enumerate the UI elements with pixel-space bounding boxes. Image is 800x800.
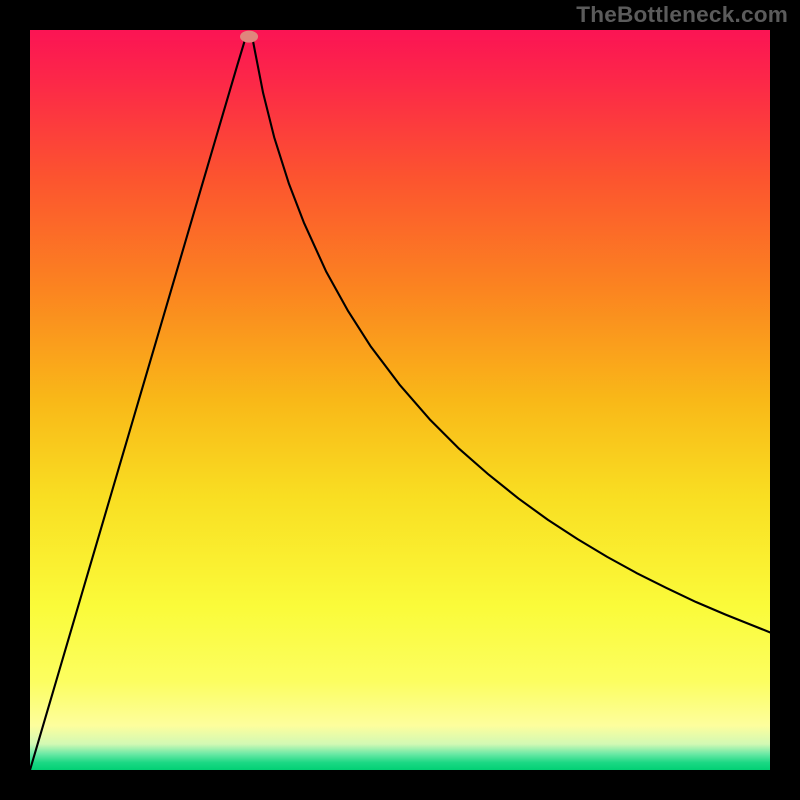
plot-background — [30, 30, 770, 770]
watermark-text: TheBottleneck.com — [576, 2, 788, 28]
chart-area — [30, 30, 770, 770]
outer-frame: TheBottleneck.com — [0, 0, 800, 800]
minimum-marker — [240, 31, 258, 43]
